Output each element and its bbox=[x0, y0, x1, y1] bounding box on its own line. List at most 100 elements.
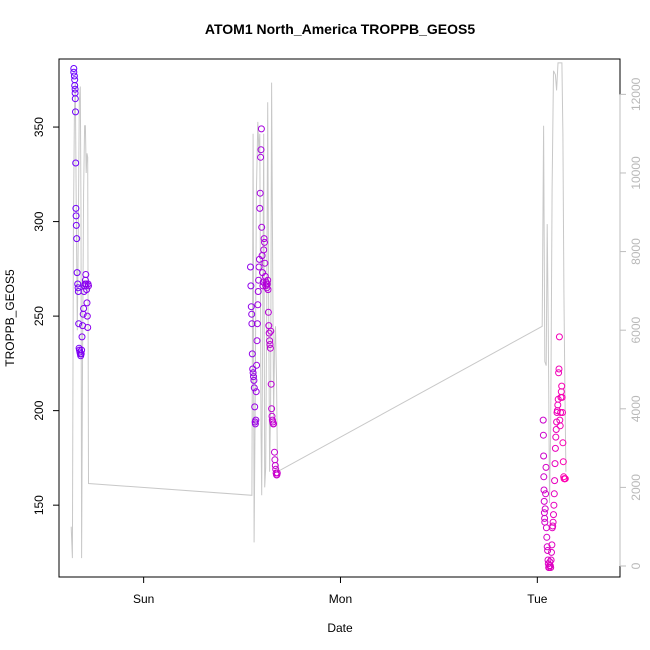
y-tick-label: 250 bbox=[32, 306, 46, 326]
data-point bbox=[265, 329, 273, 337]
data-point bbox=[550, 511, 557, 519]
y-axis-label: TROPPB_GEOS5 bbox=[3, 269, 17, 367]
y2-tick-label: 6000 bbox=[629, 317, 643, 344]
y-axis-right: 0 2000 4000 6000 8000 10000 12000 bbox=[619, 77, 643, 569]
data-point bbox=[258, 223, 266, 231]
data-point bbox=[540, 473, 548, 481]
x-tick-label: Sun bbox=[133, 592, 154, 606]
y2-tick-label: 12000 bbox=[629, 77, 643, 111]
y2-tick-label: 0 bbox=[629, 562, 643, 569]
data-point bbox=[261, 259, 269, 267]
data-point bbox=[256, 204, 264, 212]
data-point bbox=[80, 305, 88, 312]
data-point bbox=[544, 547, 552, 554]
data-point bbox=[255, 263, 263, 271]
data-point bbox=[251, 420, 259, 428]
data-point bbox=[267, 327, 275, 335]
data-point bbox=[543, 543, 551, 551]
altitude-series-line bbox=[70, 62, 567, 559]
data-point bbox=[70, 68, 78, 76]
data-point bbox=[549, 522, 557, 530]
data-point bbox=[253, 361, 261, 369]
data-point bbox=[73, 235, 81, 243]
data-point bbox=[248, 350, 256, 358]
data-point bbox=[539, 416, 547, 424]
data-point bbox=[266, 344, 274, 352]
data-point bbox=[547, 556, 555, 564]
data-point bbox=[251, 403, 259, 411]
data-point bbox=[555, 369, 563, 377]
data-point bbox=[249, 365, 257, 373]
data-point bbox=[559, 409, 566, 416]
data-point bbox=[248, 310, 256, 318]
data-point bbox=[271, 462, 279, 469]
data-point bbox=[71, 82, 79, 89]
data-point bbox=[72, 159, 80, 167]
data-point bbox=[78, 333, 86, 341]
data-point bbox=[72, 212, 80, 220]
data-point bbox=[263, 284, 271, 292]
data-point bbox=[561, 475, 569, 483]
data-point bbox=[540, 452, 548, 460]
y2-tick-label: 4000 bbox=[629, 395, 643, 422]
data-point bbox=[249, 369, 257, 377]
data-point bbox=[548, 541, 556, 549]
y-tick-label: 200 bbox=[32, 400, 46, 420]
data-point bbox=[247, 263, 254, 271]
data-point bbox=[555, 333, 563, 341]
data-point bbox=[548, 548, 555, 556]
data-point bbox=[542, 463, 550, 471]
y-axis-left: 150 200 250 300 350 bbox=[32, 117, 60, 515]
y2-tick-label: 8000 bbox=[629, 238, 643, 265]
data-point bbox=[551, 460, 559, 468]
data-point bbox=[78, 346, 86, 354]
data-point bbox=[255, 276, 263, 284]
data-point bbox=[558, 393, 566, 401]
data-point bbox=[558, 382, 566, 390]
x-tick-label: Mon bbox=[329, 592, 352, 606]
data-point bbox=[271, 448, 278, 456]
data-point bbox=[74, 284, 82, 292]
data-point bbox=[83, 312, 91, 320]
data-point bbox=[247, 303, 255, 311]
data-point bbox=[273, 469, 281, 477]
y-tick-label: 350 bbox=[32, 117, 46, 137]
data-point bbox=[547, 564, 555, 571]
data-point bbox=[552, 426, 560, 433]
data-point bbox=[75, 320, 83, 328]
x-tick-label: Tue bbox=[527, 592, 548, 606]
scatter-points-layer bbox=[70, 65, 569, 571]
data-point bbox=[556, 422, 564, 430]
data-point bbox=[85, 282, 92, 290]
data-point bbox=[270, 420, 278, 428]
x-axis-label: Date bbox=[327, 621, 353, 635]
data-point bbox=[549, 518, 557, 526]
data-point bbox=[268, 405, 276, 413]
data-point bbox=[77, 350, 85, 358]
y-tick-label: 150 bbox=[32, 495, 46, 515]
data-point bbox=[266, 341, 274, 348]
data-point bbox=[70, 65, 78, 72]
data-point bbox=[72, 204, 80, 212]
data-point bbox=[254, 288, 262, 295]
data-point bbox=[84, 324, 92, 331]
data-point bbox=[555, 365, 563, 373]
data-point bbox=[73, 269, 81, 277]
data-point bbox=[559, 458, 567, 466]
altitude-line-layer bbox=[70, 62, 567, 559]
data-point bbox=[543, 533, 551, 541]
y2-tick-label: 10000 bbox=[629, 156, 643, 190]
data-point bbox=[542, 490, 550, 498]
data-point bbox=[559, 439, 567, 447]
chart-title: ATOM1 North_America TROPPB_GEOS5 bbox=[205, 21, 475, 37]
data-point bbox=[252, 416, 260, 424]
data-point bbox=[71, 95, 79, 103]
data-point bbox=[250, 373, 257, 381]
y-tick-label: 300 bbox=[32, 211, 46, 231]
data-point bbox=[72, 108, 79, 116]
data-point bbox=[74, 280, 82, 288]
data-point bbox=[260, 235, 268, 243]
data-point bbox=[267, 380, 275, 388]
